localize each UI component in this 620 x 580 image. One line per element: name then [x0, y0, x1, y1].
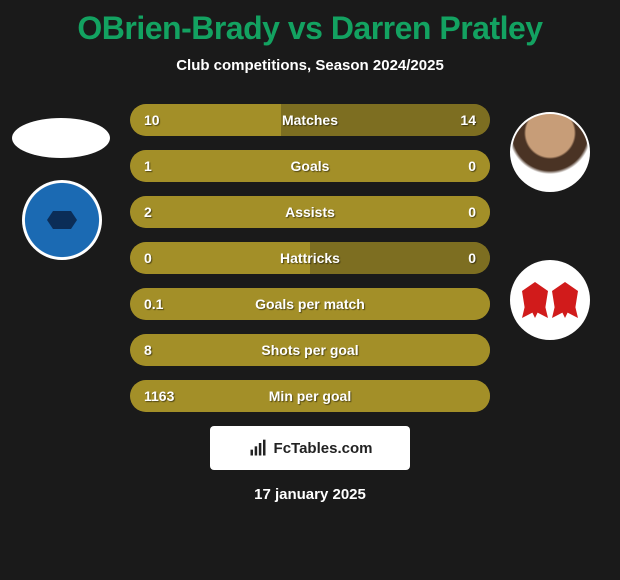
- stat-label: Goals: [130, 158, 490, 174]
- stat-row: 8Shots per goal: [130, 334, 490, 366]
- stat-label: Goals per match: [130, 296, 490, 312]
- stat-row: 0.1Goals per match: [130, 288, 490, 320]
- chart-icon: [248, 438, 268, 458]
- stat-row: 10Goals: [130, 150, 490, 182]
- stat-row: 1163Min per goal: [130, 380, 490, 412]
- stat-label: Shots per goal: [130, 342, 490, 358]
- watermark-badge: FcTables.com: [210, 426, 410, 470]
- stat-label: Matches: [130, 112, 490, 128]
- comparison-subtitle: Club competitions, Season 2024/2025: [0, 57, 620, 74]
- stat-label: Assists: [130, 204, 490, 220]
- stat-row: 00Hattricks: [130, 242, 490, 274]
- stat-label: Hattricks: [130, 250, 490, 266]
- stats-container: 1014Matches 10Goals 20Assists 00Hattricks 0.…: [0, 104, 620, 412]
- snapshot-date: 17 january 2025: [0, 486, 620, 503]
- stat-row: 1014Matches: [130, 104, 490, 136]
- stat-row: 20Assists: [130, 196, 490, 228]
- comparison-title: OBrien-Brady vs Darren Pratley: [0, 0, 620, 47]
- watermark-text: FcTables.com: [274, 440, 373, 457]
- stat-label: Min per goal: [130, 388, 490, 404]
